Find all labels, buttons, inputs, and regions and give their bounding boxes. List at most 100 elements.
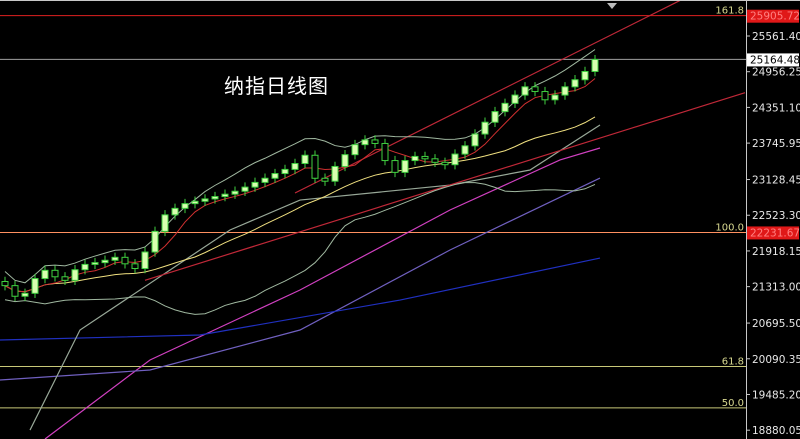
candle-body [191, 200, 199, 205]
price-label: 22231.67 [750, 227, 800, 239]
candle-body [151, 230, 159, 253]
candle-body [511, 94, 519, 104]
candle-body [221, 193, 229, 198]
candle-body [31, 278, 39, 294]
candle-body [271, 173, 279, 179]
candle-body [71, 269, 79, 281]
candle-body [61, 276, 69, 281]
candle-body [171, 207, 179, 216]
moving-average-line [44, 147, 601, 439]
current-price-box [747, 53, 799, 67]
candle-body [541, 91, 549, 101]
candle-body [561, 86, 569, 96]
trendline [144, 92, 746, 281]
candle-body [411, 155, 419, 162]
candle-body [591, 58, 599, 72]
candle-body [141, 251, 149, 270]
candle-body [161, 214, 169, 232]
candle-body [351, 144, 359, 156]
candle-body [121, 256, 129, 265]
candle-body [41, 269, 49, 280]
current-price-label: 25164.48 [750, 54, 800, 66]
candle-body [341, 154, 349, 167]
scroll-marker-icon [607, 3, 617, 9]
candle-body [491, 111, 499, 123]
moving-average-line [29, 124, 601, 431]
candle-body [291, 163, 299, 170]
bollinger-middle [4, 116, 596, 293]
price-label-box [747, 226, 799, 240]
candle-body [1, 281, 9, 287]
candle-body [371, 139, 379, 144]
y-tick-label: 24956.25 [752, 67, 800, 79]
candle-body [131, 263, 139, 270]
y-tick-label: 22523.30 [752, 210, 800, 222]
candle-body [431, 158, 439, 163]
candle-body [181, 203, 189, 209]
candle-body [571, 79, 579, 88]
candle-body [581, 70, 589, 81]
candles [1, 54, 599, 301]
candle-body [101, 259, 109, 264]
candle-body [201, 198, 209, 202]
candle-body [241, 186, 249, 192]
moving-average-line [0, 257, 601, 341]
candle-body [261, 177, 269, 183]
fib-level-ratio: 50.0 [722, 398, 744, 409]
candle-body [381, 142, 389, 162]
candle-body [251, 181, 259, 188]
candle-body [521, 86, 529, 96]
candle-body [81, 263, 89, 271]
candle-body [501, 102, 509, 113]
candle-body [441, 161, 449, 166]
chart-title: 纳指日线图 [224, 74, 329, 98]
y-tick-label: 18880.05 [752, 425, 800, 437]
candle-body [21, 292, 29, 297]
bollinger-lower [4, 182, 596, 315]
candle-body [321, 177, 329, 182]
fast-moving-average [4, 78, 596, 293]
candle-body [11, 285, 19, 297]
bollinger-bands [4, 49, 596, 315]
y-tick-label: 25561.40 [752, 31, 800, 43]
y-tick-label: 23128.45 [752, 175, 800, 187]
y-tick-label: 19485.20 [752, 389, 800, 401]
fib-levels: 161.8 100.0 61.8 50.0 [0, 6, 746, 409]
candle-body [281, 168, 289, 175]
y-tick-label: 20090.35 [752, 354, 800, 366]
y-tick-label: 21918.15 [752, 246, 800, 258]
y-tick-label: 24351.10 [752, 102, 800, 114]
candle-body [331, 165, 339, 182]
fib-level-ratio: 61.8 [722, 356, 744, 367]
fib-level-ratio: 100.0 [715, 222, 744, 233]
candle-body [551, 94, 559, 101]
candle-body [481, 121, 489, 135]
candle-body [111, 256, 119, 261]
fib-level-ratio: 161.8 [715, 6, 744, 17]
moving-average-lines [0, 124, 601, 439]
candle-body [391, 160, 399, 173]
price-label-box [747, 9, 799, 23]
y-tick-label: 23745.95 [752, 138, 800, 150]
candle-body [461, 145, 469, 155]
candle-body [311, 154, 319, 179]
candle-body [451, 153, 459, 166]
candle-body [361, 139, 369, 146]
candle-body [51, 269, 59, 278]
candle-body [471, 133, 479, 147]
y-tick-label: 20695.50 [752, 318, 800, 330]
candle-body [231, 190, 239, 195]
candle-body [421, 155, 429, 160]
candle-body [91, 262, 99, 265]
candle-body [401, 160, 409, 173]
y-tick-label: 21313.00 [752, 282, 800, 294]
price-label: 25905.72 [750, 11, 800, 23]
trendline [294, 0, 683, 194]
moving-average-line [0, 177, 601, 381]
candle-body [211, 196, 219, 200]
candle-body [301, 154, 309, 165]
candle-body [531, 86, 539, 93]
